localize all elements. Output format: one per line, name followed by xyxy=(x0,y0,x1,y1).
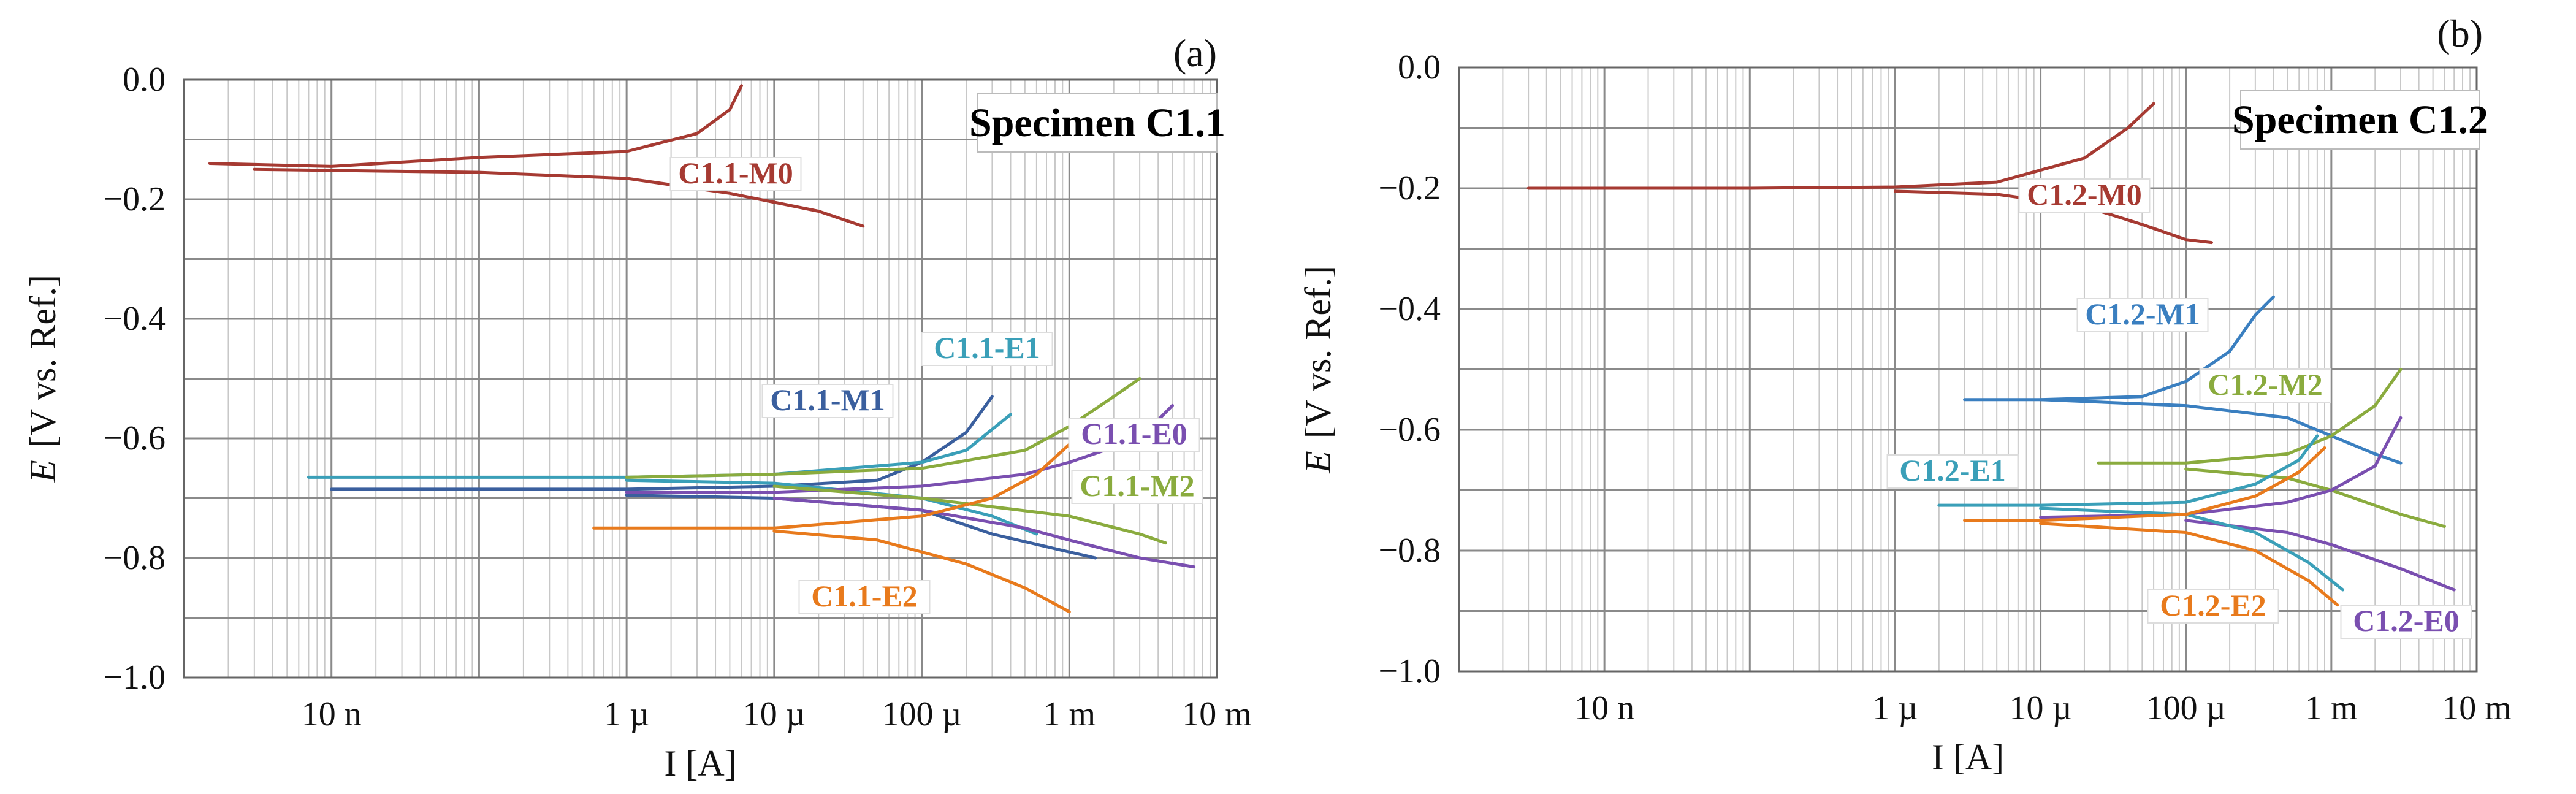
series-line-C1.2-M0-cathodic xyxy=(1893,189,2213,245)
y-ticks-b: 0.0 −0.2 −0.4 −0.6 −0.8 −1.0 xyxy=(1378,48,1441,690)
panel-b: 0.0 −0.2 −0.4 −0.6 −0.8 −1.0 10 n 1 µ 10 µ 100 µ… xyxy=(1298,12,2512,777)
series-label-box xyxy=(798,580,931,614)
x-tick-label: 100 µ xyxy=(882,695,961,733)
series-label-C1.1-E1: C1.1-E1 xyxy=(934,330,1040,365)
series-label-C1.2-M2: C1.2-M2 xyxy=(2208,367,2322,402)
y-tick-label: −1.0 xyxy=(103,658,166,697)
x-axis-label-a: I [A] xyxy=(664,743,736,784)
series-line-C1.1-E0-cathodic xyxy=(772,497,1196,569)
plot-frame xyxy=(183,78,1218,679)
y-tick-label: −0.6 xyxy=(103,419,166,457)
series-line-C1.2-E1-anodic xyxy=(1937,434,2319,507)
curves-a xyxy=(208,84,1196,614)
x-tick-label: 1 µ xyxy=(1872,689,1918,727)
chart-title-b: Specimen C1.2 xyxy=(2232,97,2488,142)
series-line-C1.1-M1-cathodic xyxy=(625,494,1097,560)
series-label-C1.1-E0: C1.1-E0 xyxy=(1081,416,1187,451)
x-tick-label: 100 µ xyxy=(2146,689,2226,727)
series-line-C1.1-M2-anodic xyxy=(625,377,1141,479)
series-label-box xyxy=(2340,605,2472,639)
x-tick-label: 1 m xyxy=(1043,695,1096,733)
y-tick-label: −0.4 xyxy=(103,300,166,338)
series-label-box xyxy=(2199,368,2331,403)
y-ticks-a: 0.0 −0.2 −0.4 −0.6 −0.8 −1.0 xyxy=(103,61,166,697)
x-tick-label: 10 m xyxy=(1182,695,1252,733)
x-axis-label-b: I [A] xyxy=(1932,737,2004,777)
x-tick-label: 10 m xyxy=(2442,689,2512,727)
grid-a xyxy=(183,78,1217,679)
panel-letter-b: (b) xyxy=(2437,12,2483,55)
x-tick-label: 10 n xyxy=(1574,689,1634,727)
x-tick-label: 1 m xyxy=(2305,689,2358,727)
series-line-C1.1-M2-cathodic xyxy=(772,484,1167,545)
panel-letter-a: (a) xyxy=(1173,31,1217,75)
series-label-C1.2-M0: C1.2-M0 xyxy=(2027,177,2141,212)
x-ticks-b: 10 n 1 µ 10 µ 100 µ 1 m 10 m xyxy=(1574,689,2512,727)
y-tick-label: −0.4 xyxy=(1378,290,1441,328)
series-line-C1.2-E2-cathodic xyxy=(2039,522,2339,607)
series-label-box xyxy=(1068,418,1200,452)
y-tick-label: −0.8 xyxy=(103,539,166,577)
y-tick-label: −0.2 xyxy=(1378,169,1441,207)
series-line-C1.1-M0-anodic xyxy=(208,84,743,168)
series-line-C1.2-E1-cathodic xyxy=(2039,506,2345,592)
series-line-C1.1-E2-cathodic xyxy=(772,529,1071,614)
plot-frame xyxy=(1458,66,2478,673)
series-line-C1.2-M0-anodic xyxy=(1526,102,2155,190)
y-tick-label: −0.6 xyxy=(1378,411,1441,449)
series-label-box xyxy=(1071,470,1203,504)
series-line-C1.2-E0-cathodic xyxy=(2184,519,2456,592)
y-tick-label: −0.8 xyxy=(1378,532,1441,570)
y-axis-label-b: E[V vs. Ref.] xyxy=(1298,265,1338,474)
x-tick-label: 10 n xyxy=(302,695,362,733)
series-label-C1.2-E0: C1.2-E0 xyxy=(2353,603,2460,638)
series-line-C1.2-E2-anodic xyxy=(1963,446,2326,522)
series-label-C1.1-E2: C1.1-E2 xyxy=(811,579,918,613)
curves-b xyxy=(1526,102,2456,607)
series-labels-b: C1.2-M0 C1.2-M1 C1.2-M2 C1.2-E0 C1.2-E1 C1.2-… xyxy=(1886,177,2472,639)
title-box-b xyxy=(2240,90,2480,150)
panel-a: 0.0 −0.2 −0.4 −0.6 −0.8 −1.0 10 n 1 µ 10 µ 100 µ… xyxy=(23,31,1252,784)
x-ticks-a: 10 n 1 µ 10 µ 100 µ 1 m 10 m xyxy=(302,695,1252,733)
series-label-box xyxy=(2018,178,2151,213)
y-tick-label: −0.2 xyxy=(103,180,166,218)
series-label-C1.1-M0: C1.1-M0 xyxy=(678,156,793,190)
y-axis-label-a: E[V vs. Ref.] xyxy=(23,275,63,483)
series-line-C1.1-M1-anodic xyxy=(330,395,994,491)
series-label-C1.2-M1: C1.2-M1 xyxy=(2085,297,2200,331)
chart-title-a: Specimen C1.1 xyxy=(969,101,1225,145)
series-label-box xyxy=(2076,298,2209,332)
y-tick-label: 0.0 xyxy=(1398,48,1441,86)
series-line-C1.1-E2-anodic xyxy=(592,443,1071,530)
x-tick-label: 10 µ xyxy=(2009,689,2071,727)
x-tick-label: 10 µ xyxy=(743,695,806,733)
series-label-box xyxy=(2147,589,2279,624)
series-labels-a: C1.1-M0 C1.1-M1 C1.1-E1 C1.1-E0 C1.1-M2 C1.1-… xyxy=(669,156,1203,614)
x-tick-label: 1 µ xyxy=(604,695,649,733)
series-label-box xyxy=(921,332,1053,366)
series-label-box xyxy=(761,384,894,418)
series-line-C1.1-E1-anodic xyxy=(307,413,1012,479)
series-label-C1.2-E1: C1.2-E1 xyxy=(1899,453,2006,487)
series-label-C1.1-M1: C1.1-M1 xyxy=(770,383,885,417)
y-tick-label: 0.0 xyxy=(123,61,166,99)
series-label-C1.2-E2: C1.2-E2 xyxy=(2160,588,2266,622)
series-label-box xyxy=(1886,454,2019,489)
frame-b xyxy=(1458,66,2478,673)
series-label-C1.1-M2: C1.1-M2 xyxy=(1080,468,1194,503)
y-tick-label: −1.0 xyxy=(1378,652,1441,690)
title-box-a xyxy=(977,93,1218,153)
grid-b xyxy=(1458,66,2477,673)
series-label-box xyxy=(669,157,802,191)
frame-a xyxy=(183,78,1218,679)
